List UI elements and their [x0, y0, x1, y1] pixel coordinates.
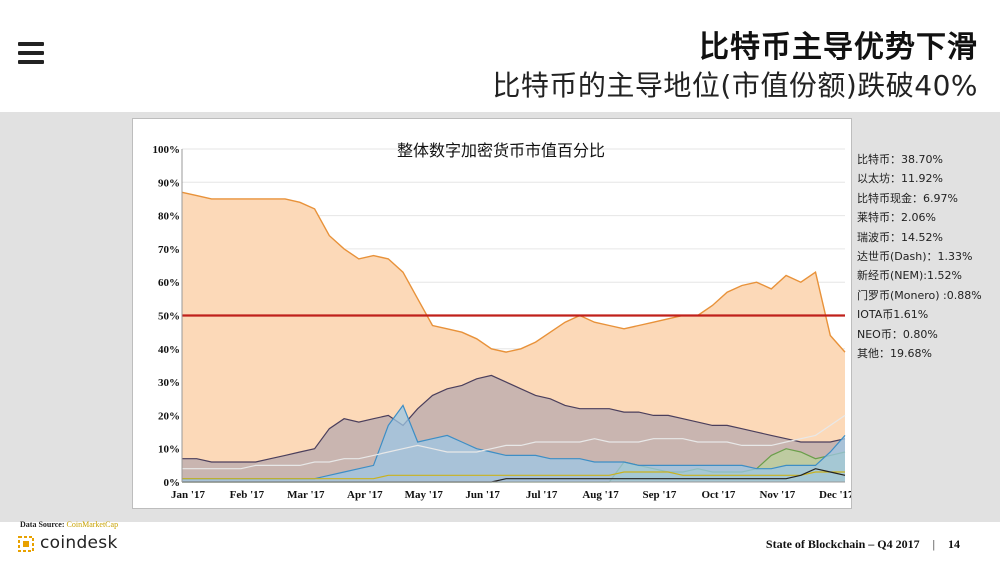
slide-title: 比特币主导优势下滑: [699, 30, 978, 65]
y-tick-label: 0%: [164, 477, 181, 489]
legend-item: 其他：19.68%: [857, 346, 932, 360]
series-area: [182, 405, 845, 482]
legend-item: 莱特币：2.06%: [857, 211, 936, 225]
plot-area: [181, 148, 846, 483]
series-area: [182, 192, 845, 483]
legend-item: 以太坊：11.92%: [857, 172, 943, 186]
legend-item: 比特币：38.70%: [857, 153, 943, 166]
axes: 0% 10% 20% 30% 40% 50% 60% 70% 80% 90% 100% Jan '17…: [153, 144, 852, 501]
legend-item: 新经币(NEM):1.52%: [857, 269, 962, 283]
x-tick-label: Nov '17: [759, 489, 795, 501]
x-tick-label: Aug '17: [582, 489, 619, 501]
report-name: State of Blockchain – Q4 2017: [765, 537, 920, 551]
y-tick-label: 70%: [158, 244, 180, 256]
legend-item: NEO币：0.80%: [857, 327, 938, 341]
x-tick-label: Feb '17: [230, 489, 265, 501]
x-tick-label: Jun '17: [465, 489, 500, 501]
x-tick-label: Jul '17: [526, 489, 558, 501]
legend-item: 门罗币(Monero) :0.88%: [857, 288, 982, 302]
x-tick-label: May '17: [405, 489, 444, 501]
legend-item: 瑞波币：14.52%: [857, 230, 943, 244]
menu-icon[interactable]: [18, 42, 44, 64]
footer-separator: |: [932, 537, 935, 551]
data-source: Data Source: CoinMarketCap: [20, 520, 118, 529]
y-tick-label: 10%: [158, 444, 180, 456]
chart-card: 0% 10% 20% 30% 40% 50% 60% 70% 80% 90% 100% Jan '17…: [132, 118, 852, 509]
y-tick-label: 40%: [158, 344, 180, 356]
slide-header: 比特币主导优势下滑 比特币的主导地位(市值份额)跌破40%: [0, 0, 1000, 112]
source-link[interactable]: CoinMarketCap: [66, 520, 119, 529]
x-tick-label: Jan '17: [171, 489, 205, 501]
series-line: [182, 471, 845, 480]
logo-text: coindesk: [40, 533, 118, 553]
legend-item: 达世币(Dash)：1.33%: [857, 249, 973, 263]
page-number: 14: [948, 537, 960, 551]
y-tick-label: 20%: [158, 410, 180, 422]
series-line: [182, 414, 846, 470]
x-tick-label: Apr '17: [347, 489, 383, 501]
coindesk-logo-icon: [18, 536, 34, 552]
series-line: [181, 191, 846, 353]
y-tick-label: 60%: [158, 277, 180, 289]
series-line: [182, 374, 846, 463]
market-share-chart: 0% 10% 20% 30% 40% 50% 60% 70% 80% 90% 100% Jan '17…: [153, 141, 852, 501]
y-tick-label: 30%: [158, 377, 180, 389]
legend-item: 比特币现金：6.97%: [857, 191, 958, 205]
footer-report: State of Blockchain – Q4 2017 | 14: [766, 537, 960, 552]
chart-title: 整体数字加密货币市值百分比: [397, 141, 605, 160]
source-label: Data Source:: [20, 520, 65, 529]
y-tick-label: 80%: [158, 211, 180, 223]
y-tick-label: 50%: [158, 311, 180, 323]
series-area: [182, 375, 845, 482]
slide-subtitle: 比特币的主导地位(市值份额)跌破40%: [492, 69, 978, 102]
x-tick-label: Oct '17: [701, 489, 735, 501]
y-tick-label: 100%: [153, 144, 181, 156]
legend: 比特币：38.70% 以太坊：11.92% 比特币现金：6.97% 莱特币：2.06%…: [857, 150, 1000, 363]
x-tick-label: Mar '17: [287, 489, 325, 501]
x-tick-label: Sep '17: [642, 489, 676, 501]
y-tick-label: 90%: [158, 177, 180, 189]
legend-item: IOTA币1.61%: [857, 308, 929, 322]
x-tick-label: Dec '17: [819, 489, 851, 501]
